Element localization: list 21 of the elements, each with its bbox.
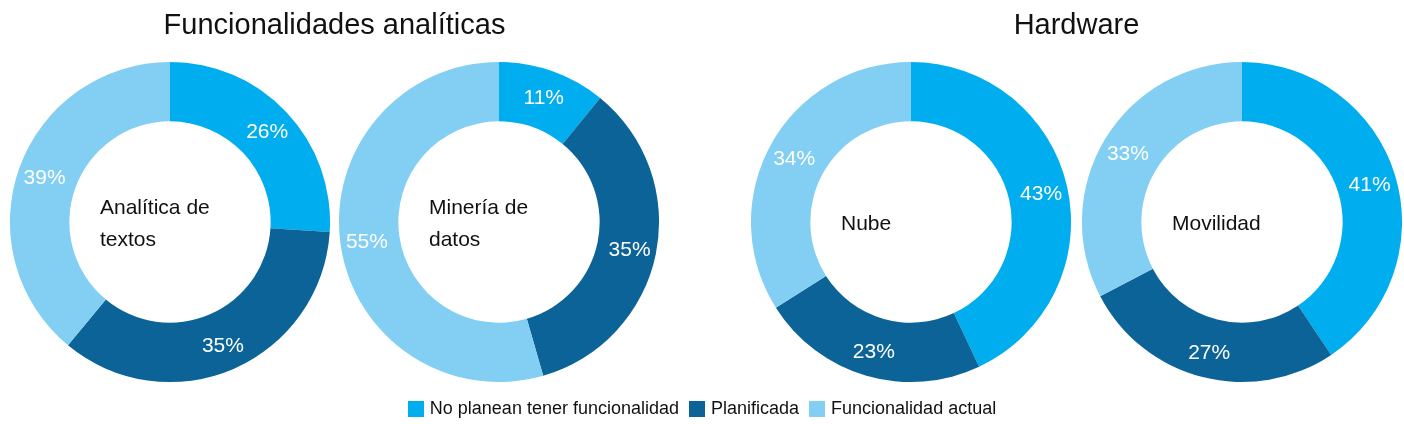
data-label: 34% — [773, 146, 816, 170]
legend-label: No planean tener funcionalidad — [429, 398, 679, 419]
legend-label: Planificada — [711, 398, 800, 419]
data-label: 41% — [1348, 171, 1391, 195]
data-label: 35% — [608, 237, 651, 261]
text: Nube — [841, 210, 892, 234]
data-label: 55% — [345, 229, 388, 253]
data-label: 11% — [523, 84, 564, 108]
text: Analítica de textos — [100, 194, 216, 250]
data-label: 35% — [201, 332, 244, 356]
chart-title: Hardware — [1012, 8, 1141, 41]
data-label: 39% — [23, 165, 66, 189]
data-label: 43% — [1020, 181, 1063, 205]
legend-label: Funcionalidad actual — [831, 398, 997, 419]
data-label: 27% — [1188, 339, 1231, 363]
text: Minería de datos — [429, 194, 535, 250]
data-label: 23% — [852, 338, 895, 362]
data-label: 26% — [246, 119, 289, 143]
chart-title: Funcionalidades analíticas — [162, 8, 507, 41]
text: Movilidad — [1172, 210, 1261, 234]
data-label: 33% — [1106, 141, 1149, 165]
